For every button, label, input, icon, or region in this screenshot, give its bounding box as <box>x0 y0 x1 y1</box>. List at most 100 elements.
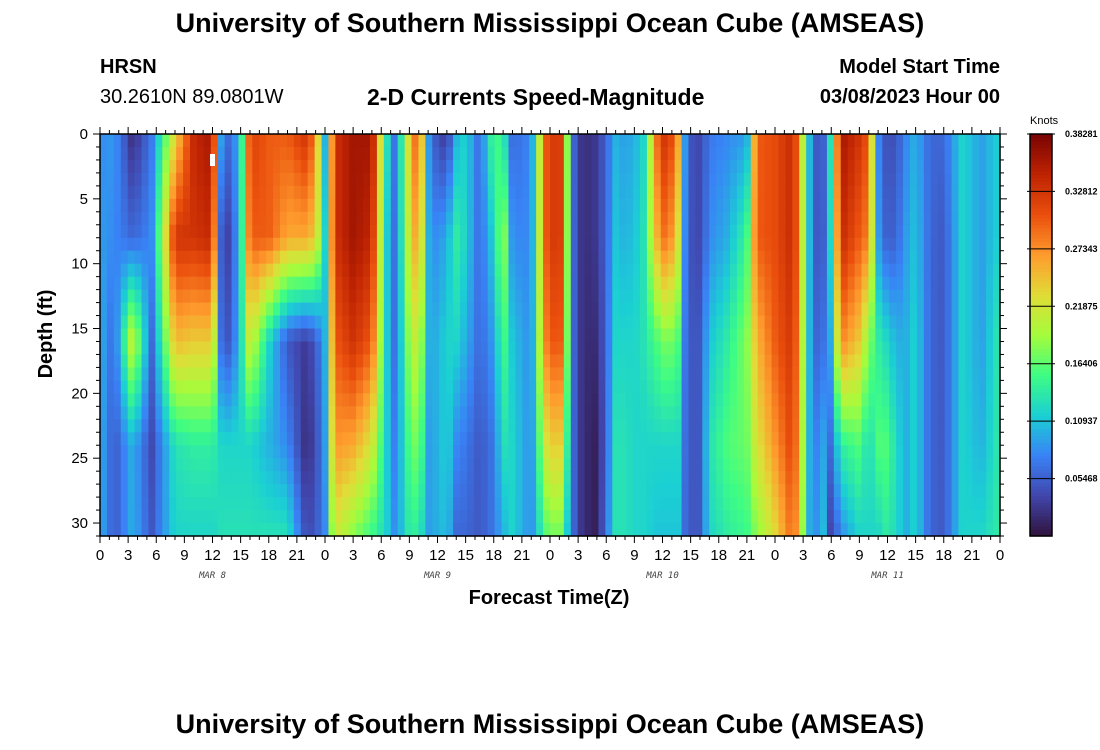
heatmap-cell <box>764 198 773 213</box>
heatmap-cell <box>965 380 973 394</box>
heatmap-cell <box>556 172 565 187</box>
heatmap-cell <box>944 224 953 239</box>
heatmap-cell <box>619 289 627 304</box>
heatmap-cell <box>432 276 440 291</box>
heatmap-cell <box>439 458 447 472</box>
heatmap-cell <box>425 471 433 485</box>
heatmap-cell <box>307 354 316 369</box>
heatmap-cell <box>113 224 122 239</box>
heatmap-cell <box>162 458 170 472</box>
heatmap-cell <box>612 380 620 394</box>
heatmap-cell <box>820 237 828 252</box>
heatmap-cell <box>944 276 953 291</box>
heatmap-cell <box>293 185 302 200</box>
heatmap-cell <box>210 341 219 356</box>
heatmap-cell <box>314 276 323 291</box>
heatmap-cell <box>446 211 454 226</box>
heatmap-cell <box>833 458 842 472</box>
heatmap-cell <box>951 289 960 304</box>
heatmap-cell <box>286 354 295 369</box>
heatmap-cell <box>148 406 156 420</box>
heatmap-cell <box>688 172 696 187</box>
heatmap-cell <box>826 328 835 343</box>
heatmap-cell <box>875 172 883 187</box>
heatmap-cell <box>106 315 115 330</box>
colorbar-swatch <box>1030 261 1052 266</box>
heatmap-cell <box>743 146 752 161</box>
heatmap-cell <box>390 471 399 485</box>
heatmap-cell <box>598 237 606 252</box>
heatmap-cell <box>750 134 759 148</box>
heatmap-cell <box>896 198 904 213</box>
heatmap-cell <box>840 393 849 407</box>
heatmap-cell <box>349 198 357 213</box>
heatmap-cell <box>633 172 641 187</box>
heatmap-cell <box>723 224 731 239</box>
heatmap-cell <box>730 510 738 524</box>
heatmap-cell <box>972 224 980 239</box>
heatmap-cell <box>896 432 904 446</box>
heatmap-cell <box>792 406 800 420</box>
heatmap-cell <box>716 276 724 291</box>
heatmap-cell <box>716 458 724 472</box>
heatmap-cell <box>993 134 1001 148</box>
heatmap-cell <box>383 172 392 187</box>
heatmap-cell <box>543 510 551 524</box>
heatmap-cell <box>418 315 426 330</box>
heatmap-cell <box>882 510 890 524</box>
heatmap-cell <box>709 146 717 161</box>
heatmap-cell <box>930 302 939 317</box>
heatmap-cell <box>273 445 281 459</box>
heatmap-cell <box>556 185 565 200</box>
heatmap-cell <box>640 315 648 330</box>
heatmap-cell <box>113 328 122 343</box>
heatmap-cell <box>252 198 260 213</box>
heatmap-cell <box>390 134 399 148</box>
heatmap-cell <box>688 419 696 433</box>
heatmap-cell <box>141 458 150 472</box>
heatmap-cell <box>916 172 925 187</box>
colorbar-swatch <box>1030 525 1052 530</box>
heatmap-cell <box>363 523 371 537</box>
heatmap-cell <box>522 367 530 381</box>
heatmap-cell <box>550 419 558 433</box>
heatmap-cell <box>563 237 572 252</box>
heatmap-cell <box>882 458 890 472</box>
heatmap-cell <box>743 393 752 407</box>
heatmap-cell <box>259 341 267 356</box>
heatmap-cell <box>190 172 198 187</box>
heatmap-cell <box>937 185 946 200</box>
heatmap-cell <box>432 393 440 407</box>
heatmap-cell <box>397 328 406 343</box>
heatmap-cell <box>120 263 129 278</box>
heatmap-cell <box>868 146 876 161</box>
heatmap-cell <box>633 315 641 330</box>
heatmap-cell <box>280 471 288 485</box>
heatmap-cell <box>937 380 946 394</box>
heatmap-cell <box>868 354 876 369</box>
heatmap-cell <box>453 289 461 304</box>
heatmap-cell <box>155 523 163 537</box>
heatmap-cell <box>556 302 565 317</box>
heatmap-cell <box>916 315 925 330</box>
heatmap-cell <box>986 445 994 459</box>
heatmap-cell <box>826 523 835 537</box>
heatmap-cell <box>951 393 960 407</box>
heatmap-cell <box>633 471 641 485</box>
heatmap-cell <box>813 406 821 420</box>
heatmap-cell <box>626 523 634 537</box>
station-coordinates: 30.2610N 89.0801W <box>100 86 284 108</box>
heatmap-cell <box>875 432 883 446</box>
heatmap-cell <box>570 146 579 161</box>
heatmap-cell <box>840 198 849 213</box>
heatmap-cell <box>286 419 295 433</box>
heatmap-cell <box>376 172 385 187</box>
x-tick-label: 21 <box>514 547 531 564</box>
heatmap-cell <box>113 289 122 304</box>
heatmap-cell <box>252 341 260 356</box>
heatmap-cell <box>432 523 440 537</box>
heatmap-cell <box>570 250 579 265</box>
heatmap-cell <box>508 406 516 420</box>
heatmap-cell <box>515 172 523 187</box>
heatmap-cell <box>536 458 544 472</box>
